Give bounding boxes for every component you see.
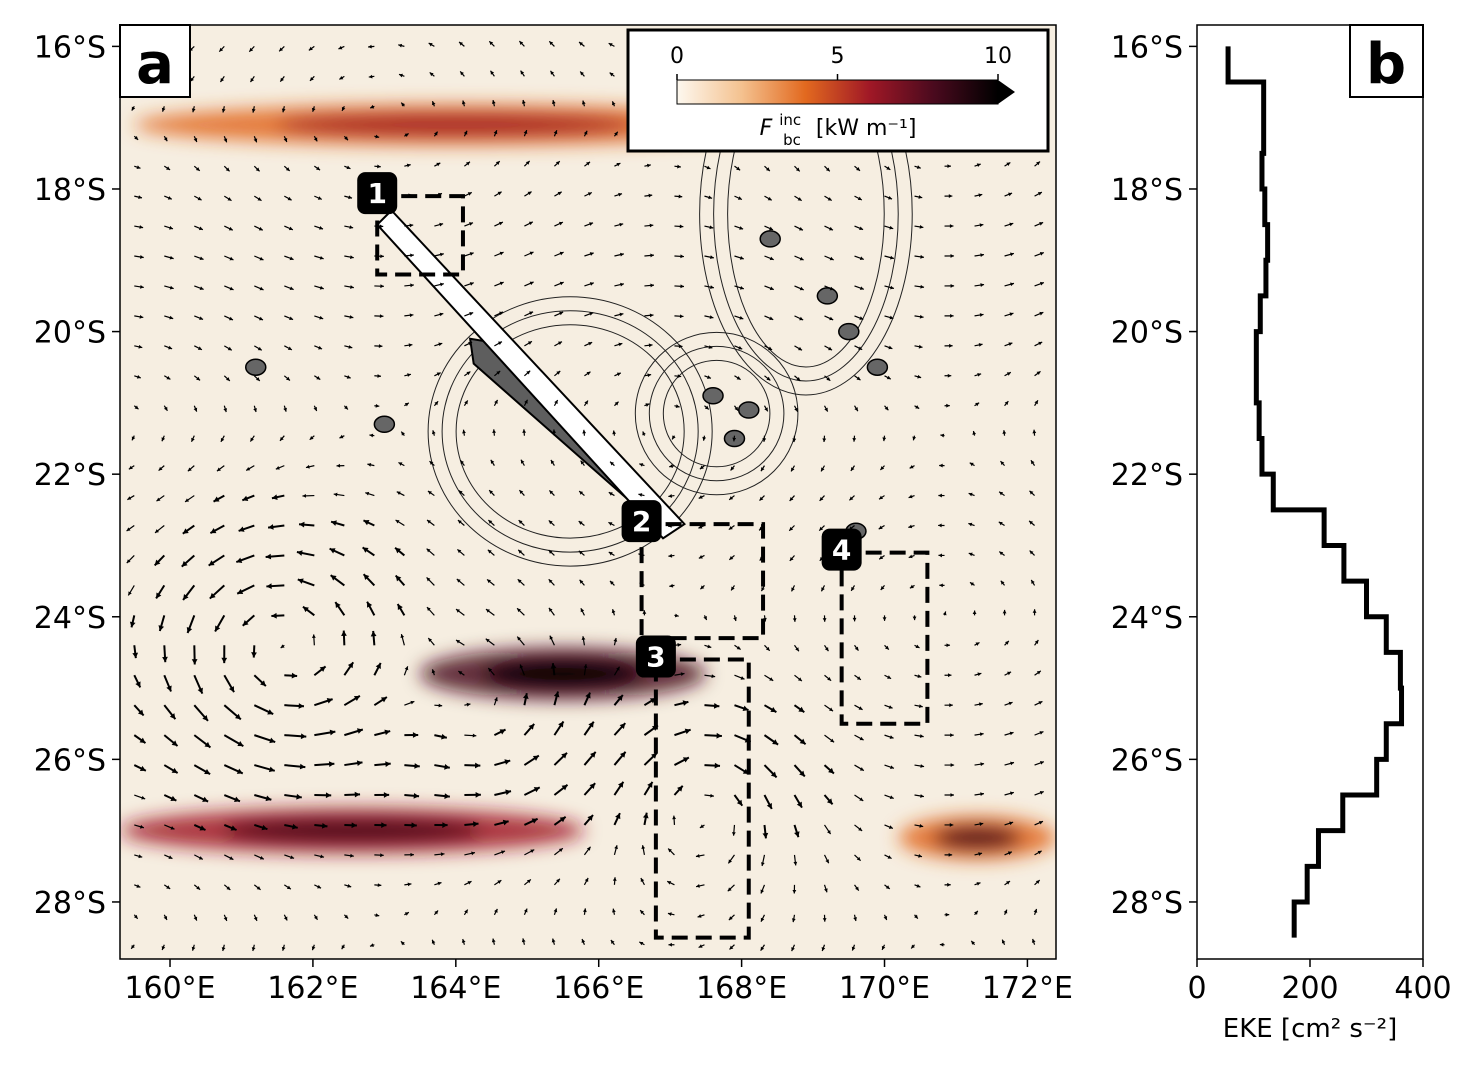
lat-tick-label: 24°S xyxy=(1111,601,1183,636)
region-number-4: 4 xyxy=(832,534,851,567)
panel-b-label-box: b xyxy=(1350,25,1423,97)
panel-a: 1 2 3 4 160°E 162°E 164°E 166°E 168°E 170°E 172°E… xyxy=(34,25,1073,1006)
x-tick-label: 172°E xyxy=(982,971,1073,1006)
eke-tick-label: 200 xyxy=(1281,971,1338,1006)
colorbar-ramp xyxy=(677,80,998,104)
colorbar-tick-label: 5 xyxy=(831,44,845,69)
region-number-2: 2 xyxy=(632,505,651,538)
x-tick-label: 162°E xyxy=(267,971,358,1006)
flux-band-core xyxy=(276,113,636,136)
panel-b-label: b xyxy=(1366,32,1406,97)
x-tick-label: 164°E xyxy=(410,971,501,1006)
y-tick-label: 28°S xyxy=(34,886,106,921)
panel-a-label: a xyxy=(136,32,174,97)
lat-tick-label: 22°S xyxy=(1111,458,1183,493)
y-tick-label: 22°S xyxy=(34,458,106,493)
lat-tick-label: 20°S xyxy=(1111,316,1183,351)
flux-band-core xyxy=(222,818,482,843)
region-number-3: 3 xyxy=(646,641,665,674)
y-tick-label: 16°S xyxy=(34,30,106,65)
panel-b: 0 200 400 16°S 18°S 20°S 22°S 24°S 26°S 28°S b EK… xyxy=(1111,25,1452,1044)
lat-tick-label: 16°S xyxy=(1111,30,1183,65)
island xyxy=(760,231,780,247)
island xyxy=(739,402,759,418)
island xyxy=(703,388,723,404)
y-tick-label: 24°S xyxy=(34,601,106,636)
lat-tick-label: 18°S xyxy=(1111,173,1183,208)
eke-axis-label: EKE [cm² s⁻²] xyxy=(1223,1014,1397,1044)
y-tick-label: 26°S xyxy=(34,743,106,778)
flux-band-core xyxy=(483,659,643,688)
colorbar-tick-label: 10 xyxy=(984,44,1012,69)
x-tick-label: 160°E xyxy=(124,971,215,1006)
colorbar-tick-label: 0 xyxy=(670,44,684,69)
x-tick-label: 170°E xyxy=(839,971,930,1006)
eke-tick-label: 0 xyxy=(1187,971,1206,1006)
eke-tick-label: 400 xyxy=(1394,971,1451,1006)
island xyxy=(246,359,266,375)
lat-tick-label: 26°S xyxy=(1111,743,1183,778)
y-tick-label: 20°S xyxy=(34,316,106,351)
panel-a-label-box: a xyxy=(120,25,190,97)
island xyxy=(839,324,859,340)
y-tick-label: 18°S xyxy=(34,173,106,208)
region-number-1: 1 xyxy=(367,177,386,210)
island xyxy=(817,288,837,304)
x-tick-label: 166°E xyxy=(553,971,644,1006)
flux-band-core xyxy=(933,826,1021,851)
lat-tick-label: 28°S xyxy=(1111,886,1183,921)
profile-frame xyxy=(1197,25,1423,959)
x-tick-label: 168°E xyxy=(696,971,787,1006)
island xyxy=(374,416,394,432)
island xyxy=(867,359,887,375)
